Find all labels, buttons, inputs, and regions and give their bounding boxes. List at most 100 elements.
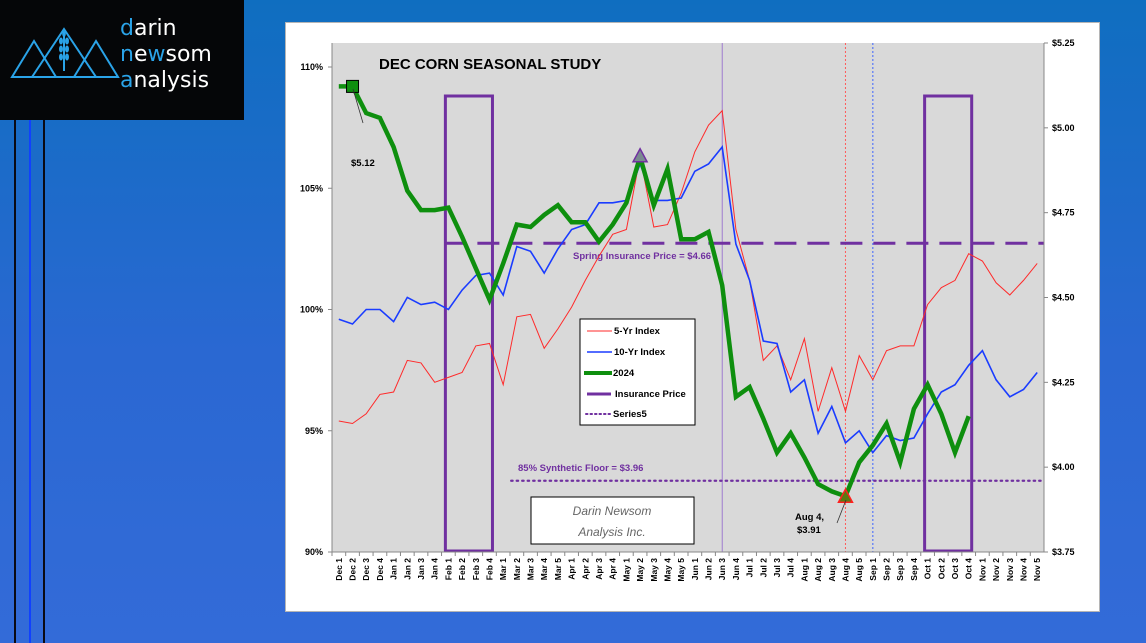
x-axis-label: Nov 2: [991, 558, 1001, 581]
x-axis-label: Apr 3: [594, 558, 604, 580]
x-axis-label: Feb 1: [443, 558, 453, 580]
right-axis-label: $5.00: [1052, 123, 1075, 133]
x-axis-label: Nov 4: [1018, 558, 1028, 581]
x-axis-label: Aug 1: [799, 558, 809, 582]
x-axis-label: Apr 4: [608, 558, 618, 580]
decor-line-black-2: [43, 120, 45, 643]
x-axis-label: Aug 3: [827, 558, 837, 582]
x-axis-label: May 2: [635, 558, 645, 582]
logo-line-2: newsom: [120, 42, 212, 67]
x-axis-label: Nov 1: [977, 558, 987, 581]
start-leader-line: [352, 88, 364, 124]
x-axis-label: Dec 2: [348, 558, 358, 581]
legend-label-series5: Series5: [613, 409, 648, 420]
x-axis-label: Apr 1: [567, 558, 577, 580]
legend: 5-Yr Index 10-Yr Index 2024 Insurance Pr…: [579, 318, 696, 426]
x-axis-label: May 4: [662, 558, 672, 582]
series-line: [338, 84, 971, 500]
x-axis-label: Feb 3: [471, 558, 481, 580]
highlight-box-2: [923, 94, 974, 553]
mountain-wheat-logo-icon: [10, 27, 120, 78]
x-axis-label: Aug 5: [854, 558, 864, 582]
start-square-marker: [346, 79, 360, 93]
x-axis-label: Oct 2: [936, 558, 946, 580]
left-axis-label: 95%: [305, 426, 323, 436]
x-axis-label: Mar 5: [553, 558, 563, 580]
legend-label-10yr: 10-Yr Index: [614, 347, 666, 358]
floor-label: 85% Synthetic Floor = $3.96: [518, 463, 643, 474]
start-price-label: $5.12: [351, 158, 375, 169]
x-axis-label: Nov 3: [1005, 558, 1015, 581]
x-axis-label: May 1: [621, 558, 631, 582]
logo-wordmark: darin newsom analysis: [120, 16, 212, 94]
x-axis-label: Sep 4: [909, 558, 919, 581]
x-axis-label: Sep 3: [895, 558, 905, 581]
plot-area: [332, 43, 1044, 552]
decor-line-black-1: [14, 120, 16, 643]
right-axis-label: $4.50: [1052, 293, 1075, 303]
x-axis-label: Sep 2: [882, 558, 892, 581]
right-axis-label: $4.25: [1052, 377, 1075, 387]
x-axis-label: Jun 3: [717, 558, 727, 580]
legend-label-insurance: Insurance Price: [615, 389, 686, 400]
x-axis-label: Jul 4: [786, 558, 796, 578]
x-axis-label: Jun 4: [731, 558, 741, 580]
seasonal-chart: DEC CORN SEASONAL STUDY Spring Insurance…: [300, 38, 1075, 582]
x-axis-label: Aug 2: [813, 558, 823, 582]
chart-title: DEC CORN SEASONAL STUDY: [379, 56, 601, 73]
left-axis-label: 100%: [300, 305, 323, 315]
series-line: [338, 109, 1038, 425]
x-axis-label: Jul 3: [772, 558, 782, 578]
x-axis-label: Dec 4: [375, 558, 385, 581]
low-label-line-2: $3.91: [797, 525, 821, 536]
x-axis-label: Nov 5: [1032, 558, 1042, 581]
x-axis-label: Feb 4: [484, 558, 494, 580]
watermark: Darin Newsom Analysis Inc.: [530, 496, 695, 545]
x-axis-label: Apr 2: [580, 558, 590, 580]
x-axis-label: Oct 4: [964, 558, 974, 580]
logo-line-3: analysis: [120, 68, 210, 93]
left-axis-label: 90%: [305, 547, 323, 557]
legend-label-2024: 2024: [613, 368, 635, 379]
x-axis-label: Jan 2: [402, 558, 412, 580]
x-axis-label: Oct 3: [950, 558, 960, 580]
series-line: [338, 145, 1038, 454]
x-axis-label: Aug 4: [840, 558, 850, 582]
x-axis-label: Jul 1: [745, 558, 755, 578]
right-axis-label: $5.25: [1052, 38, 1075, 48]
x-axis-label: Dec 1: [334, 558, 344, 581]
insurance-price-label: Spring Insurance Price = $4.66: [573, 251, 711, 262]
watermark-line-2: Analysis Inc.: [577, 525, 645, 539]
logo: darin newsom analysis: [0, 0, 244, 120]
x-axis-label: Jan 3: [416, 558, 426, 580]
logo-line-1: darin: [120, 16, 177, 41]
highlight-box-1: [443, 94, 494, 553]
decor-line-blue: [29, 120, 31, 643]
x-axis-label: Mar 4: [539, 558, 549, 580]
x-axis-label: Feb 2: [457, 558, 467, 580]
chart-frame: DEC CORN SEASONAL STUDY Spring Insurance…: [285, 22, 1100, 612]
x-axis-label: Mar 3: [526, 558, 536, 580]
x-axis-label: Jun 2: [704, 558, 714, 580]
right-axis-label: $3.75: [1052, 547, 1075, 557]
legend-label-5yr: 5-Yr Index: [614, 326, 661, 337]
start-annotation: $5.12: [351, 88, 375, 169]
x-axis-label: Jan 4: [430, 558, 440, 580]
x-axis-label: Jun 1: [690, 558, 700, 580]
watermark-box: [530, 496, 695, 545]
x-axis-label: Oct 1: [923, 558, 933, 580]
x-axis-label: Jan 1: [389, 558, 399, 580]
series-10-yr-index: [338, 145, 1038, 454]
low-annotation: Aug 4, $3.91: [795, 499, 847, 536]
x-axis-label: Mar 1: [498, 558, 508, 580]
x-axis-label: May 5: [676, 558, 686, 582]
left-axis-label: 110%: [300, 62, 323, 72]
low-leader-line: [836, 499, 847, 524]
left-axis-label: 105%: [300, 183, 323, 193]
x-axis-label: Dec 3: [361, 558, 371, 581]
x-axis-label: Mar 2: [512, 558, 522, 580]
low-label-line-1: Aug 4,: [795, 512, 824, 523]
x-axis-label: Sep 1: [868, 558, 878, 581]
x-axis-label: May 3: [649, 558, 659, 582]
peak-triangle-marker: [631, 147, 649, 163]
